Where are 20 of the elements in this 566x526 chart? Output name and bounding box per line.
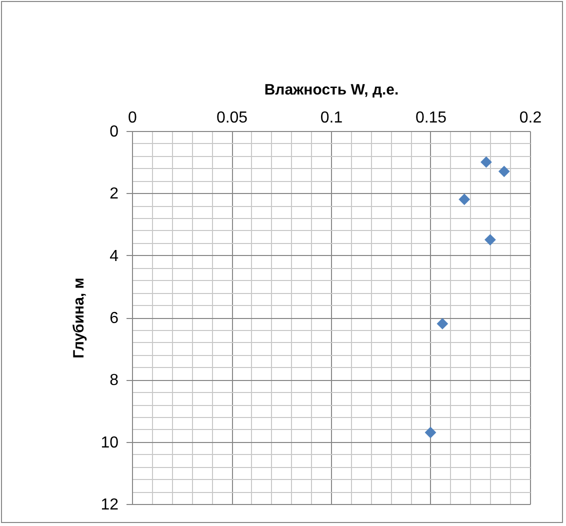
y-tick-label: 0: [110, 124, 119, 140]
y-tick-label: 12: [100, 496, 119, 514]
x-tick-label: 0.15: [415, 110, 447, 126]
point: [480, 156, 492, 168]
point: [458, 194, 470, 206]
point: [424, 426, 436, 438]
x-tick-label: 0.1: [320, 110, 343, 126]
x-tick-label: 0.2: [519, 110, 542, 126]
point: [436, 318, 448, 330]
x-axis-title: Влажность W, д.е.: [264, 82, 399, 98]
y-tick-label: 8: [110, 372, 119, 390]
y-tick-label: 4: [110, 248, 119, 265]
y-tick-label: 2: [110, 186, 119, 203]
y-tick-label: 10: [100, 434, 119, 452]
x-tick-label: 0: [128, 110, 138, 126]
point: [498, 166, 510, 178]
x-tick-label: 0.05: [216, 110, 248, 126]
y-axis-title: Глубина, м: [70, 278, 88, 358]
point: [484, 234, 496, 246]
y-tick-label: 6: [110, 310, 119, 327]
